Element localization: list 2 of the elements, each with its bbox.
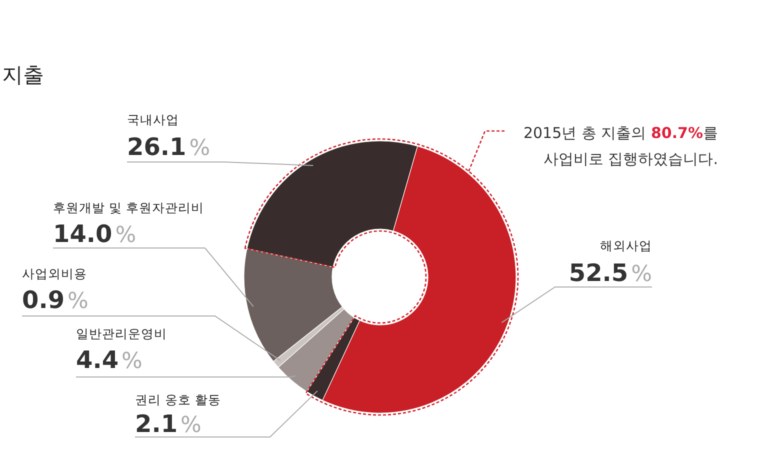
title: 지출 — [2, 63, 44, 87]
annotation: 2015년 총 지출의 80.7%를 사업비로 집행하였습니다. — [523, 124, 718, 168]
